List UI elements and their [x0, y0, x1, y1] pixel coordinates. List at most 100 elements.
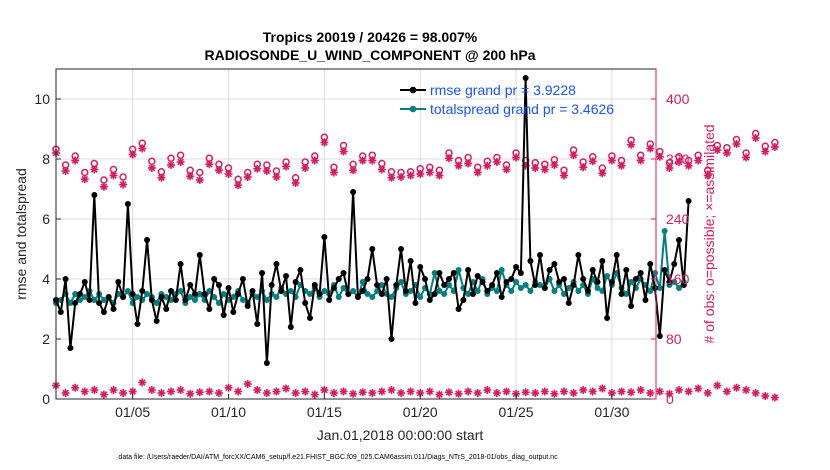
obs-low-point [521, 388, 530, 397]
rmse-point [431, 291, 438, 297]
obs-assimilated-point [195, 176, 204, 184]
totalspread-point [498, 267, 505, 273]
obs-low-point [761, 392, 770, 400]
obs-assimilated-point [444, 154, 453, 163]
totalspread-point [206, 288, 213, 294]
chart-title-line1: Tropics 20019 / 20426 = 98.007% [263, 29, 478, 45]
obs-low-point [167, 387, 176, 396]
totalspread-point [191, 297, 198, 303]
rmse-point [637, 270, 644, 276]
rmse-point [652, 285, 659, 291]
rmse-point [680, 282, 687, 288]
obs-low-point [627, 388, 636, 397]
rmse-point [268, 282, 275, 288]
rmse-point [168, 288, 175, 294]
totalspread-point [196, 291, 203, 297]
obs-assimilated-point [646, 144, 655, 153]
obs-assimilated-point [387, 173, 396, 182]
y-right-tick-label: 320 [666, 151, 690, 167]
obs-assimilated-point [253, 164, 262, 173]
totalspread-point [474, 288, 481, 294]
obs-low-point [339, 387, 348, 396]
obs-low-point [483, 386, 492, 394]
rmse-point [628, 303, 635, 309]
obs-low-point [71, 383, 80, 392]
rmse-point [556, 279, 563, 285]
totalspread-point [230, 294, 237, 300]
totalspread-point [153, 300, 160, 306]
obs-low-point [646, 389, 655, 397]
rmse-point [580, 276, 587, 282]
y-axis-right-label: # of obs: o=possible; ×=assimilated [701, 124, 717, 343]
rmse-point [306, 315, 313, 321]
rmse-point [517, 270, 524, 276]
obs-low-point [214, 389, 223, 397]
rmse-point [81, 279, 88, 285]
obs-assimilated-point [540, 165, 549, 174]
rmse-point [493, 270, 500, 276]
rmse-point [283, 273, 290, 279]
totalspread-point [144, 291, 151, 297]
obs-assimilated-point [492, 158, 501, 166]
y-tick-label: 8 [42, 151, 50, 167]
totalspread-point [517, 285, 524, 291]
totalspread-point [124, 288, 131, 294]
legend-rmse-label: rmse grand pr = 3.9228 [430, 82, 576, 98]
totalspread-point [513, 279, 520, 285]
rmse-point [273, 261, 280, 267]
rmse-point [618, 291, 625, 297]
obs-assimilated-point [636, 156, 645, 165]
obs-low-point [588, 387, 597, 396]
obs-assimilated-point [167, 161, 176, 169]
rmse-point [249, 288, 256, 294]
rmse-point [311, 282, 318, 288]
rmse-point [211, 276, 218, 282]
rmse-point [287, 324, 294, 330]
rmse-point [91, 192, 98, 198]
rmse-point [364, 276, 371, 282]
obs-low-point [435, 390, 444, 399]
rmse-point [469, 291, 476, 297]
rmse-point [67, 345, 74, 351]
y-tick-label: 4 [42, 271, 50, 287]
obs-assimilated-point [138, 144, 147, 153]
totalspread-point [81, 294, 88, 300]
obs-assimilated-point [349, 166, 358, 175]
x-tick-label: 01/25 [499, 404, 534, 420]
obs-low-point [224, 383, 233, 392]
obs-low-point [262, 389, 271, 397]
obs-assimilated-point [531, 164, 540, 172]
rmse-point [489, 282, 496, 288]
obs-low-point [464, 387, 473, 396]
totalspread-point [398, 279, 405, 285]
rmse-point [436, 270, 443, 276]
obs-assimilated-point [339, 147, 348, 156]
x-tick-label: 01/30 [594, 404, 629, 420]
rmse-point [426, 297, 433, 303]
obs-low-point [665, 389, 674, 398]
obs-low-point [186, 389, 195, 398]
rmse-point [354, 294, 361, 300]
obs-low-point [607, 389, 616, 397]
rmse-point [120, 294, 127, 300]
obs-assimilated-point [684, 161, 693, 170]
obs-assimilated-point [569, 151, 578, 160]
y-right-tick-label: 80 [666, 331, 682, 347]
obs-assimilated-point [742, 153, 751, 162]
obs-low-point [732, 383, 741, 392]
totalspread-point [656, 285, 663, 291]
rmse-point [479, 279, 486, 285]
totalspread-point [220, 291, 227, 297]
rmse-point [369, 246, 376, 252]
obs-low-point [617, 387, 626, 396]
obs-assimilated-point [377, 165, 386, 174]
rmse-point [484, 288, 491, 294]
obs-assimilated-point [732, 140, 741, 148]
y-right-tick-label: 0 [666, 391, 674, 407]
rmse-point [76, 291, 83, 297]
rmse-point [661, 267, 668, 273]
obs-assimilated-point [243, 173, 252, 181]
x-tick-label: 01/20 [403, 404, 438, 420]
totalspread-point [359, 279, 366, 285]
obs-low-point [569, 389, 578, 397]
